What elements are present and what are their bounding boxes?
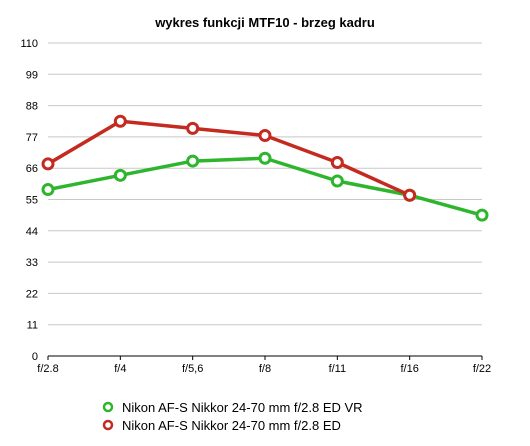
y-tick-label: 33 [26,257,38,269]
data-point [330,174,344,188]
y-tick-label: 22 [26,288,38,300]
chart-title: wykres funkcji MTF10 - brzeg kadru [154,15,375,30]
x-tick-label: f/11 [329,363,347,375]
y-tick-label: 11 [27,320,38,332]
y-tick-label: 77 [26,132,38,144]
y-tick-label: 88 [26,101,38,113]
series-layer [41,114,489,222]
legend-label-vr: Nikon AF-S Nikkor 24-70 mm f/2.8 ED VR [122,399,363,415]
data-point [403,188,417,202]
data-point [113,114,127,128]
legend-item-vr: Nikon AF-S Nikkor 24-70 mm f/2.8 ED VR [100,398,363,416]
x-tick-label: f/8 [259,363,271,375]
data-point [41,183,55,197]
data-point [330,156,344,170]
x-tick-label: f/16 [400,363,418,375]
x-axis: f/2.8 f/4 f/5,6 f/8 f/11 f/16 f/22 [37,356,491,375]
y-tick-label: 0 [32,351,38,363]
y-tick-label: 110 [20,38,38,50]
series-line [47,119,411,197]
data-point [186,154,200,168]
y-tick-label: 55 [26,195,38,207]
data-point [258,128,272,142]
legend: Nikon AF-S Nikkor 24-70 mm f/2.8 ED VR N… [100,398,363,434]
legend-marker-ed [102,419,114,431]
x-tick-label: f/4 [114,363,126,375]
y-tick-label: 99 [26,69,38,81]
series-line [47,156,483,217]
legend-item-ed: Nikon AF-S Nikkor 24-70 mm f/2.8 ED [100,416,363,434]
data-point [475,208,489,222]
x-tick-label: f/2.8 [37,363,58,375]
series-0 [41,151,489,222]
series-1 [41,114,417,202]
legend-label-ed: Nikon AF-S Nikkor 24-70 mm f/2.8 ED [122,417,341,433]
data-point [41,157,55,171]
y-axis: 0 11 22 33 44 55 66 77 88 99 110 [20,38,38,363]
y-tick-label: 44 [26,226,38,238]
grid [48,42,482,357]
data-point [186,121,200,135]
y-tick-label: 66 [26,163,38,175]
data-point [113,168,127,182]
x-tick-label: f/22 [473,363,491,375]
x-tick-label: f/5,6 [182,363,203,375]
data-point [258,151,272,165]
legend-marker-vr [102,401,114,413]
